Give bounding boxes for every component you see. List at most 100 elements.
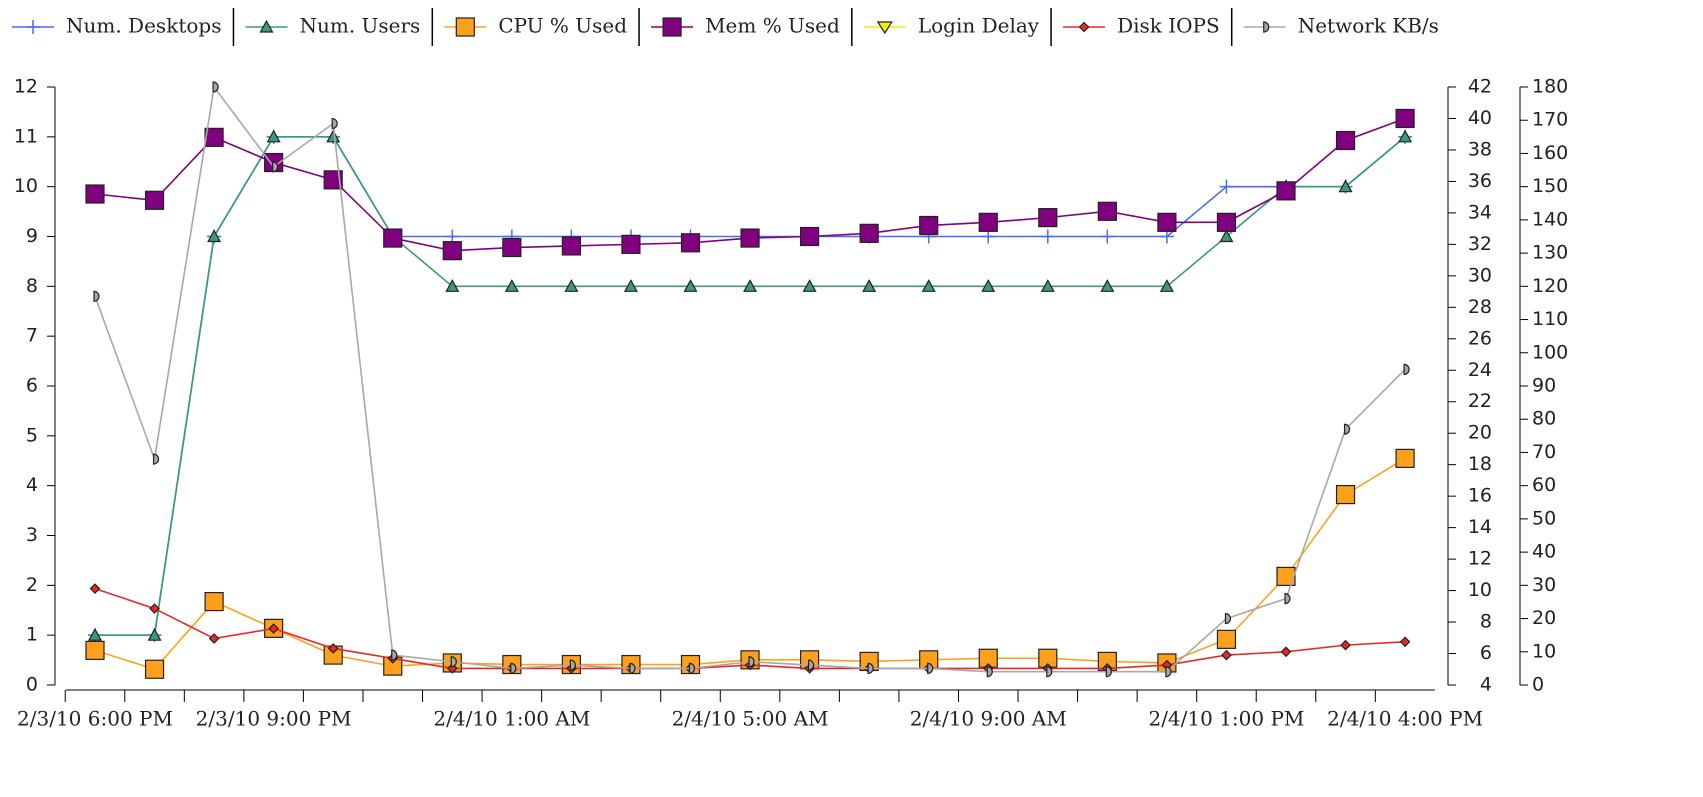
- y3-tick-label: 150: [1532, 175, 1568, 197]
- y2-tick-label: 28: [1468, 296, 1492, 318]
- marker: [1399, 636, 1411, 648]
- marker: [1046, 666, 1053, 678]
- y2-tick-label: 20: [1468, 422, 1492, 444]
- y-tick-label: 4: [26, 474, 38, 496]
- marker: [1395, 448, 1415, 468]
- marker: [1216, 212, 1237, 232]
- marker: [1263, 21, 1270, 33]
- marker: [1100, 279, 1115, 292]
- y-tick-label: 0: [26, 674, 38, 696]
- y-tick-label: 3: [26, 524, 38, 546]
- marker: [152, 453, 160, 465]
- series-line: [94, 85, 1406, 673]
- y-tick-label: 1: [26, 624, 38, 646]
- marker: [1100, 229, 1115, 244]
- marker: [383, 228, 403, 248]
- x-tick-label: 2/4/10 5:00 AM: [672, 707, 829, 731]
- marker: [212, 81, 219, 93]
- y3-tick-label: 50: [1532, 507, 1556, 529]
- marker: [149, 603, 160, 614]
- marker: [629, 662, 636, 674]
- y3-tick-label: 110: [1532, 308, 1568, 330]
- y2-tick-label: 24: [1468, 359, 1492, 381]
- marker: [1216, 629, 1237, 649]
- marker: [859, 223, 879, 243]
- marker: [867, 662, 874, 674]
- x-tick-label: 2/3/10 9:00 PM: [196, 707, 352, 731]
- marker: [147, 627, 162, 641]
- marker: [266, 129, 281, 143]
- marker: [564, 279, 579, 292]
- legend-item: Disk IOPS: [1063, 14, 1220, 38]
- marker: [1335, 484, 1356, 505]
- marker: [569, 659, 576, 671]
- marker: [504, 279, 519, 292]
- marker: [802, 279, 817, 292]
- marker: [621, 234, 641, 254]
- marker: [1097, 201, 1117, 221]
- y-tick-label: 5: [26, 424, 38, 446]
- marker: [85, 184, 105, 204]
- y3-tick-label: 160: [1532, 142, 1568, 164]
- marker: [1403, 363, 1410, 375]
- marker: [1040, 229, 1055, 244]
- marker: [1078, 21, 1090, 33]
- legend-label: Num. Users: [299, 14, 420, 38]
- marker: [326, 129, 341, 143]
- y3-tick-label: 90: [1532, 375, 1556, 397]
- marker: [144, 190, 165, 210]
- x-tick-label: 2/4/10 1:00 AM: [433, 707, 590, 731]
- legend-label: Disk IOPS: [1117, 14, 1220, 38]
- legend-item: Network KB/s: [1243, 14, 1439, 38]
- y3-tick-label: 60: [1532, 474, 1556, 496]
- y3-tick-label: 30: [1532, 574, 1556, 596]
- marker: [455, 17, 475, 37]
- marker: [740, 228, 760, 248]
- marker: [981, 279, 996, 292]
- marker: [272, 161, 279, 173]
- marker: [442, 241, 462, 261]
- marker: [87, 627, 103, 641]
- y2-tick-label: 4: [1480, 674, 1492, 696]
- y2-tick-label: 16: [1468, 485, 1492, 507]
- legend-item: Num. Desktops: [12, 14, 221, 38]
- marker: [927, 662, 934, 674]
- marker: [876, 21, 893, 35]
- marker: [1038, 208, 1058, 228]
- marker: [1395, 108, 1415, 129]
- marker: [391, 649, 398, 661]
- marker: [1284, 593, 1291, 605]
- marker: [327, 643, 339, 654]
- marker: [26, 20, 40, 34]
- marker: [862, 279, 877, 292]
- marker: [450, 656, 457, 668]
- marker: [680, 233, 701, 253]
- marker: [1040, 279, 1055, 292]
- marker: [808, 659, 815, 671]
- marker: [623, 279, 638, 292]
- y-tick-label: 2: [26, 574, 38, 596]
- y3-tick-label: 120: [1532, 275, 1568, 297]
- marker: [331, 117, 338, 130]
- marker: [85, 640, 105, 660]
- y2-tick-label: 38: [1468, 138, 1492, 160]
- marker: [662, 17, 682, 37]
- y-tick-label: 12: [14, 76, 38, 98]
- marker: [144, 659, 165, 679]
- series-line: [95, 136, 1406, 636]
- marker: [502, 237, 522, 258]
- y3-tick-label: 130: [1532, 242, 1568, 264]
- marker: [921, 279, 936, 292]
- y2-tick-label: 18: [1468, 453, 1492, 475]
- y3-tick-label: 70: [1532, 441, 1556, 463]
- marker: [1276, 181, 1296, 201]
- y-tick-label: 11: [14, 125, 38, 147]
- legend-label: CPU % Used: [498, 14, 627, 38]
- marker: [1276, 566, 1296, 587]
- y3-tick-label: 0: [1532, 674, 1544, 696]
- legend-label: Mem % Used: [705, 14, 840, 38]
- y3-tick-label: 80: [1532, 408, 1556, 430]
- marker: [1398, 129, 1413, 143]
- marker: [445, 279, 460, 292]
- marker: [1159, 279, 1174, 292]
